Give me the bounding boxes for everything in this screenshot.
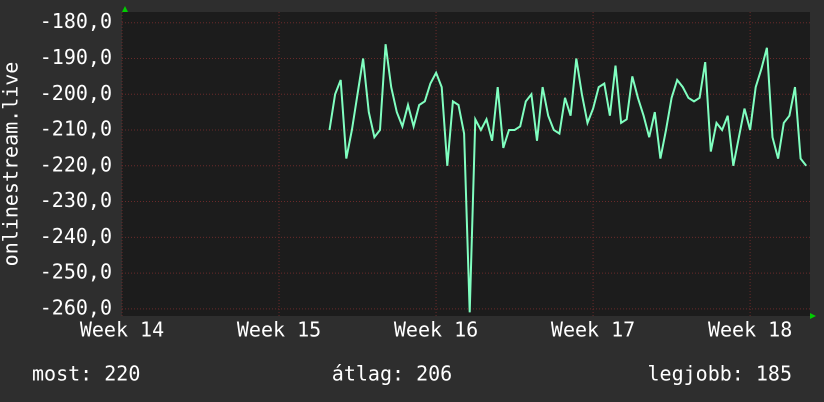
x-tick-label: Week 14 xyxy=(80,318,164,342)
footer-best: legjobb: 185 xyxy=(648,362,793,386)
y-axis-label: onlinestream.live xyxy=(0,62,23,267)
x-tick-label: Week 16 xyxy=(394,318,478,342)
y-tick-label: -220,0 xyxy=(40,152,112,176)
y-tick-label: -260,0 xyxy=(40,295,112,319)
x-tick-label: Week 17 xyxy=(551,318,635,342)
y-tick-label: -180,0 xyxy=(40,9,112,33)
axis-arrow xyxy=(122,6,128,12)
data-line xyxy=(328,44,807,313)
y-tick-label: -250,0 xyxy=(40,260,112,284)
y-tick-label: -210,0 xyxy=(40,117,112,141)
footer-average: átlag: 206 xyxy=(332,362,452,386)
y-tick-label: -240,0 xyxy=(40,224,112,248)
footer-current: most: 220 xyxy=(32,362,140,386)
x-tick-label: Week 18 xyxy=(708,318,792,342)
y-tick-label: -230,0 xyxy=(40,188,112,212)
axis-arrow xyxy=(810,313,816,319)
x-tick-label: Week 15 xyxy=(237,318,321,342)
y-tick-label: -200,0 xyxy=(40,81,112,105)
y-tick-label: -190,0 xyxy=(40,45,112,69)
